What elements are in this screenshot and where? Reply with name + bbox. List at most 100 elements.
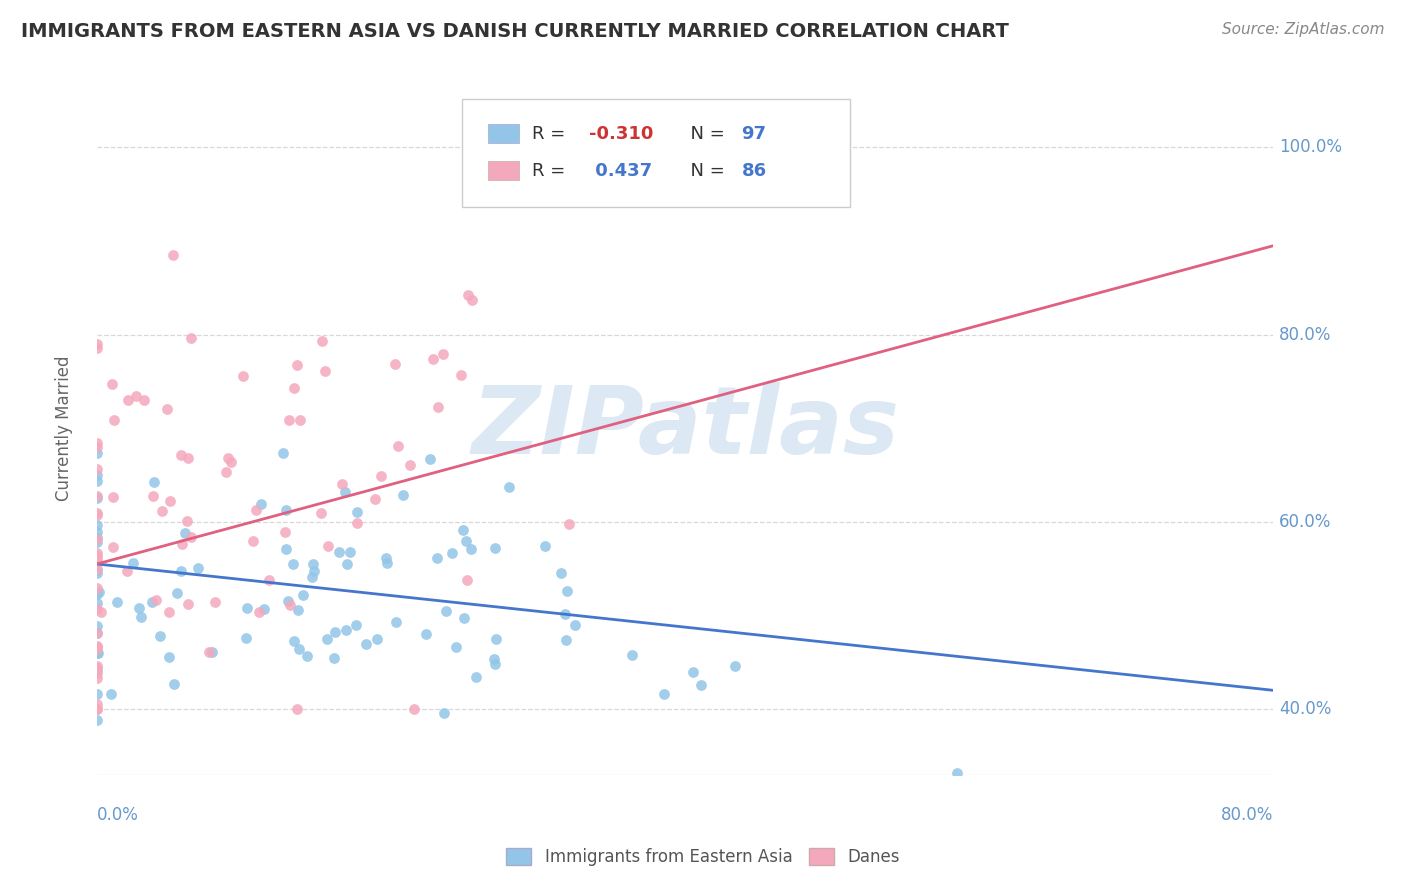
Point: [426, 401, 449, 415]
Point: [328, 545, 350, 559]
Point: [333, 485, 356, 500]
Point: [86, 663, 108, 677]
Point: [451, 523, 474, 537]
Point: [465, 670, 488, 684]
Point: [242, 534, 264, 549]
Point: [247, 605, 270, 619]
Point: [283, 634, 305, 648]
Point: [316, 539, 339, 553]
Point: [335, 624, 357, 638]
Point: [457, 288, 479, 302]
Point: [86, 619, 108, 633]
Point: [484, 657, 506, 672]
Point: [245, 503, 267, 517]
Point: [236, 600, 259, 615]
Point: [86, 446, 108, 460]
Point: [460, 542, 482, 557]
Point: [145, 593, 167, 607]
Point: [419, 451, 441, 466]
Point: [946, 765, 969, 780]
Point: [163, 677, 186, 691]
Point: [204, 595, 226, 609]
Point: [156, 402, 179, 417]
Point: [375, 550, 398, 565]
Point: [274, 503, 297, 517]
Point: [285, 359, 308, 373]
Point: [101, 540, 124, 554]
Text: IMMIGRANTS FROM EASTERN ASIA VS DANISH CURRENTLY MARRIED CORRELATION CHART: IMMIGRANTS FROM EASTERN ASIA VS DANISH C…: [21, 22, 1010, 41]
Point: [86, 639, 108, 653]
Point: [432, 347, 454, 361]
Point: [86, 587, 108, 601]
Point: [440, 546, 463, 560]
Point: [86, 508, 108, 523]
Point: [117, 392, 139, 407]
Point: [215, 465, 238, 479]
Text: 0.437: 0.437: [589, 161, 652, 179]
Point: [498, 480, 520, 494]
Point: [86, 640, 108, 655]
Point: [86, 524, 108, 539]
Point: [689, 678, 711, 692]
Point: [86, 462, 108, 476]
Point: [433, 706, 456, 720]
Point: [86, 474, 108, 488]
Point: [287, 602, 309, 616]
Text: R =: R =: [533, 125, 571, 143]
Point: [86, 646, 108, 660]
Point: [125, 389, 148, 403]
Point: [454, 534, 477, 549]
Point: [323, 651, 346, 665]
Point: [250, 497, 273, 511]
Point: [86, 659, 108, 673]
Point: [274, 525, 297, 540]
Point: [314, 364, 336, 378]
Text: R =: R =: [533, 161, 571, 179]
Point: [101, 376, 124, 391]
Point: [392, 488, 415, 502]
Point: [198, 645, 221, 659]
Point: [301, 570, 323, 584]
Point: [86, 549, 108, 563]
Point: [280, 599, 302, 613]
Point: [301, 557, 323, 571]
Point: [86, 491, 108, 506]
Point: [142, 475, 165, 489]
Point: [402, 702, 425, 716]
FancyBboxPatch shape: [488, 125, 519, 144]
Point: [364, 491, 387, 506]
Point: [456, 573, 478, 587]
Point: [170, 564, 193, 578]
Point: [86, 642, 108, 657]
Point: [344, 618, 367, 632]
Point: [100, 686, 122, 700]
Point: [87, 646, 110, 660]
Legend: Immigrants from Eastern Asia, Danes: Immigrants from Eastern Asia, Danes: [499, 841, 907, 873]
Point: [370, 469, 392, 483]
Point: [173, 525, 195, 540]
Point: [180, 530, 202, 544]
Point: [415, 627, 437, 641]
Text: Source: ZipAtlas.com: Source: ZipAtlas.com: [1222, 22, 1385, 37]
Point: [384, 357, 406, 371]
Text: -0.310: -0.310: [589, 125, 652, 143]
Text: 60.0%: 60.0%: [1279, 513, 1331, 531]
Point: [285, 702, 308, 716]
Point: [253, 602, 276, 616]
Point: [219, 455, 242, 469]
Point: [620, 648, 643, 663]
Point: [86, 602, 108, 616]
Point: [453, 611, 475, 625]
Point: [277, 412, 299, 426]
Point: [180, 331, 202, 345]
Point: [232, 369, 254, 384]
Point: [166, 586, 188, 600]
Point: [555, 584, 578, 599]
Point: [103, 413, 125, 427]
Text: 97: 97: [741, 125, 766, 143]
Point: [346, 505, 368, 519]
Point: [157, 605, 180, 619]
Point: [283, 381, 305, 395]
Point: [159, 494, 181, 508]
Point: [150, 504, 173, 518]
